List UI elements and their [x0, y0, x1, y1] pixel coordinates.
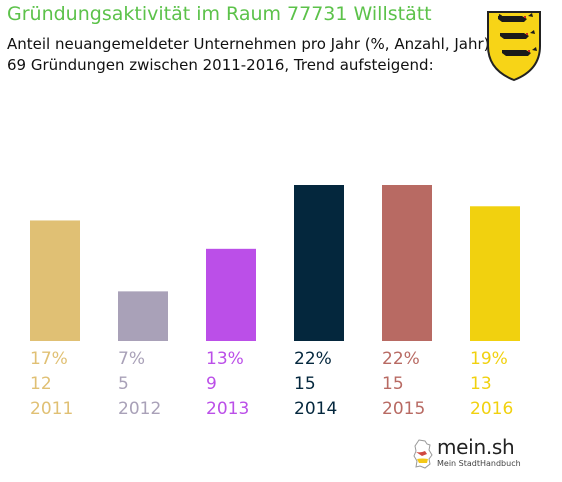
count-label-2011: 12 — [30, 374, 52, 394]
count-label-2012: 5 — [118, 374, 129, 394]
percent-label-2015: 22% — [382, 349, 420, 369]
year-label-2016: 2016 — [470, 399, 513, 419]
count-label-2013: 9 — [206, 374, 217, 394]
year-label-2012: 2012 — [118, 399, 161, 419]
coat-of-arms-icon — [487, 11, 541, 82]
year-label-2015: 2015 — [382, 399, 425, 419]
percent-label-2012: 7% — [118, 349, 145, 369]
percent-label-2016: 19% — [470, 349, 508, 369]
chart-title: Gründungsaktivität im Raum 77731 Willstä… — [7, 3, 432, 25]
bar-2014 — [294, 185, 344, 341]
percent-label-2013: 13% — [206, 349, 244, 369]
count-label-2016: 13 — [470, 374, 492, 394]
subtitle-line-1: Anteil neuangemeldeter Unternehmen pro J… — [7, 35, 490, 53]
percent-label-2014: 22% — [294, 349, 332, 369]
brand-tagline: Mein StadtHandbuch — [437, 459, 521, 468]
brand-logo: mein.sh Mein StadtHandbuch — [413, 433, 525, 475]
bar-2011 — [30, 220, 80, 341]
year-label-2013: 2013 — [206, 399, 249, 419]
bar-2013 — [206, 248, 256, 341]
percent-label-2011: 17% — [30, 349, 68, 369]
germany-map-icon — [413, 439, 433, 469]
chart-subtitle: Anteil neuangemeldeter Unternehmen pro J… — [7, 34, 490, 76]
subtitle-line-2: 69 Gründungen zwischen 2011-2016, Trend … — [7, 56, 434, 74]
brand-name: mein.sh — [437, 435, 515, 459]
year-label-2011: 2011 — [30, 399, 73, 419]
year-label-2014: 2014 — [294, 399, 337, 419]
bar-2012 — [118, 291, 168, 341]
bar-2016 — [470, 206, 520, 341]
count-label-2014: 15 — [294, 374, 316, 394]
count-label-2015: 15 — [382, 374, 404, 394]
bar-2015 — [382, 185, 432, 341]
